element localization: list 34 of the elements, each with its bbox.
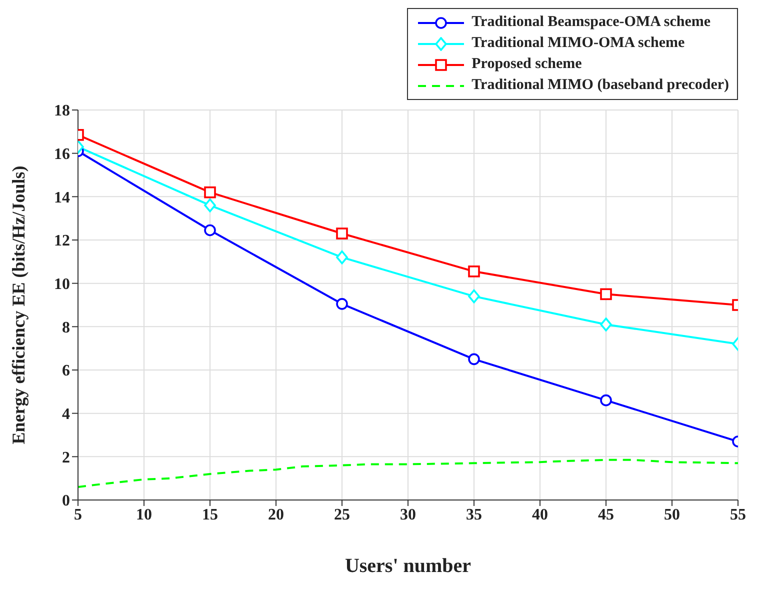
legend-label: Traditional MIMO-OMA scheme xyxy=(472,35,685,52)
x-tick-label: 45 xyxy=(598,506,614,524)
y-tick-label: 18 xyxy=(54,102,70,120)
x-tick-label: 40 xyxy=(532,506,548,524)
x-axis-title: Users' number xyxy=(344,555,472,577)
y-tick-label: 2 xyxy=(62,449,70,466)
point xyxy=(336,298,348,310)
legend-label: Traditional Beamspace-OMA scheme xyxy=(472,14,710,31)
point xyxy=(468,266,480,278)
point xyxy=(468,353,480,366)
x-tick-label: 30 xyxy=(400,506,416,524)
point xyxy=(468,289,480,304)
x-tick-label: 10 xyxy=(136,506,152,524)
legend-label: Proposed scheme xyxy=(472,56,582,73)
point xyxy=(336,228,348,240)
point xyxy=(336,250,348,264)
x-tick-label: 15 xyxy=(202,506,218,524)
x-tick-label: 25 xyxy=(334,506,350,524)
x-tick-label: 5 xyxy=(74,506,82,524)
y-tick-label: 0 xyxy=(62,492,70,510)
line-series xyxy=(78,458,738,488)
x-tick-label: 50 xyxy=(664,506,680,524)
x-tick-label: 55 xyxy=(730,506,746,524)
y-tick-label: 14 xyxy=(54,189,70,206)
y-tick-label: 10 xyxy=(54,276,70,294)
y-tick-label: 8 xyxy=(62,319,70,336)
y-tick-label: 4 xyxy=(62,406,70,424)
y-tick-label: 6 xyxy=(62,362,70,380)
y-tick-label: 12 xyxy=(54,232,70,250)
legend-label: Traditional MIMO (baseband precoder) xyxy=(472,77,729,94)
y-axis-title: Energy efficiency EE (bits/Hz/Jouls) xyxy=(8,166,28,444)
x-tick-label: 20 xyxy=(268,506,284,524)
y-tick-label: 16 xyxy=(54,146,70,164)
x-tick-label: 35 xyxy=(466,506,482,524)
